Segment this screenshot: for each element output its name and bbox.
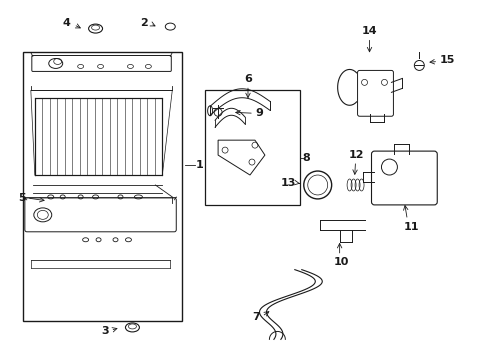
Text: 5: 5 [18,193,26,203]
Text: 8: 8 [302,153,310,163]
Text: 12: 12 [348,150,364,160]
Text: 1: 1 [195,160,203,170]
Text: 15: 15 [438,55,454,66]
Bar [205,90,299,205]
Text: 11: 11 [403,222,418,232]
Text: 7: 7 [252,312,260,323]
Text: 14: 14 [361,26,377,36]
Text: 6: 6 [244,75,251,84]
Bar [23,53,182,321]
Text: 13: 13 [280,178,295,188]
Text: 4: 4 [62,18,71,28]
Text: 3: 3 [101,327,108,336]
Text: 10: 10 [333,257,348,267]
Text: 2: 2 [141,18,148,28]
Text: 9: 9 [254,108,262,118]
